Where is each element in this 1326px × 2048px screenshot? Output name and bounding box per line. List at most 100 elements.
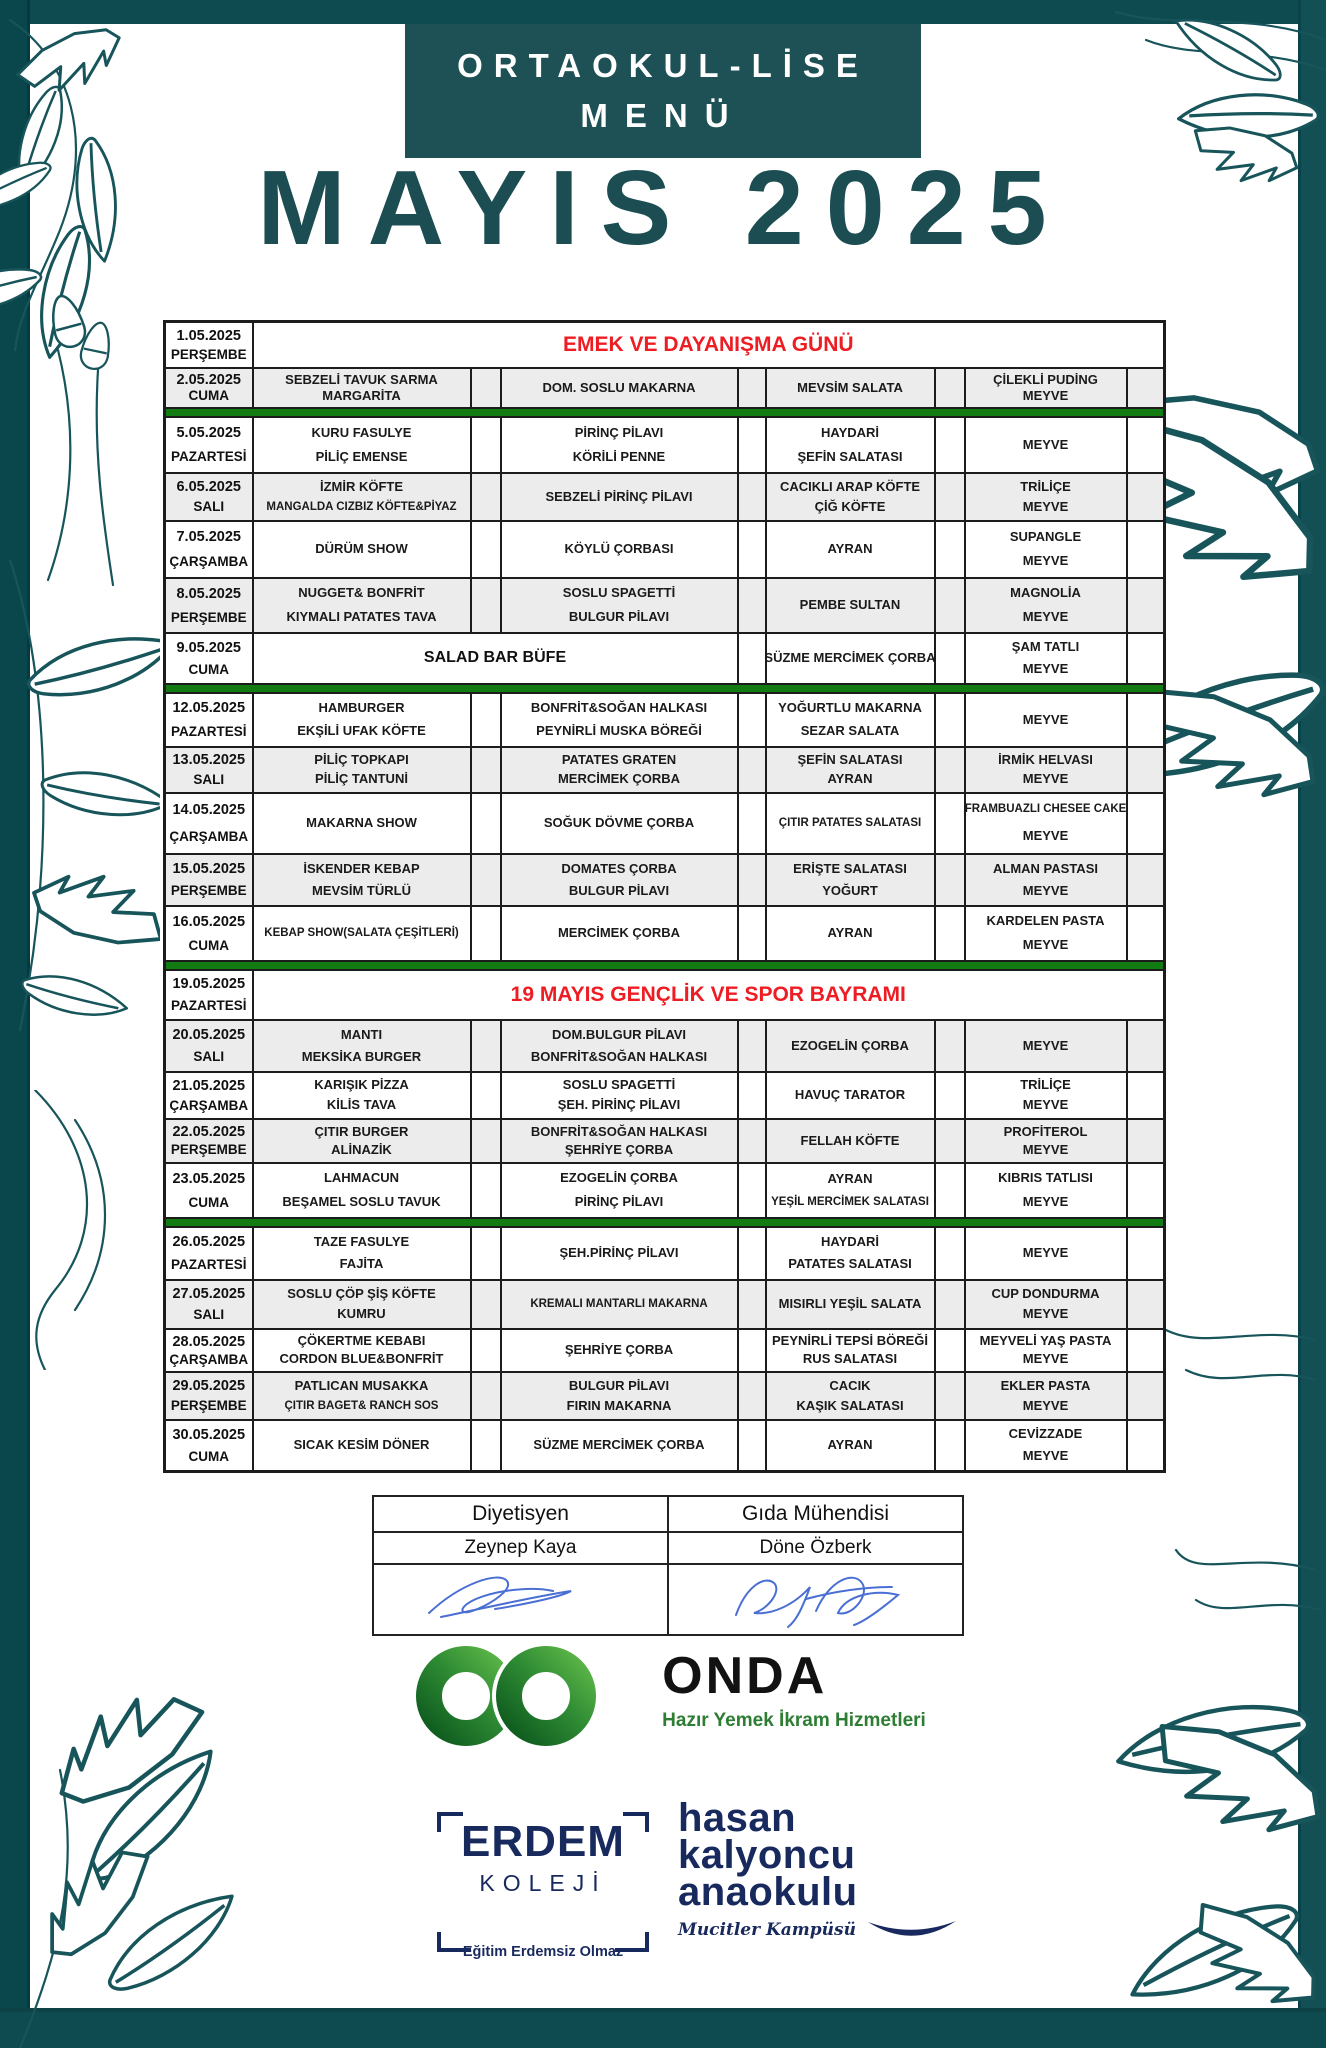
main-dish-cell: KARIŞIK PİZZA KİLİS TAVA [251, 1070, 472, 1120]
salad-cell: MEVSİM SALATA [764, 366, 936, 409]
week-divider-row [163, 959, 1166, 971]
spacer-cell [1125, 1018, 1166, 1073]
dish-line: YEŞİL MERCİMEK SALATASI [771, 1196, 929, 1209]
dish-line: SEBZELİ TAVUK SARMA [285, 371, 438, 387]
side-dish-cell: PATATES GRATEN MERCİMEK ÇORBA [499, 745, 739, 794]
hasan-logo-line1: hasan [678, 1796, 797, 1840]
dish-line: EZOGELİN ÇORBA [560, 1170, 678, 1186]
spacer-cell [1125, 691, 1166, 748]
day-label: PERŞEMBE [170, 1398, 247, 1414]
spacer-cell [933, 1278, 966, 1330]
spacer-cell [736, 1225, 767, 1281]
dish-line: AYRAN [827, 925, 873, 941]
dessert-cell: MEYVE [963, 1018, 1128, 1073]
dish-line: EKLER PASTA [1000, 1377, 1091, 1393]
dish-line: MAGNOLİA [1010, 585, 1081, 601]
date-cell: 19.05.2025 PAZARTESİ [163, 968, 254, 1021]
menu-row: 30.05.2025 CUMA SICAK KESİM DÖNER SÜZME MER… [163, 1418, 1166, 1473]
main-dish-cell: MANTI MEKSİKA BURGER [251, 1018, 472, 1073]
dish-line: DOMATES ÇORBA [561, 860, 677, 876]
date-label: 5.05.2025 [176, 424, 241, 441]
spacer-cell [933, 471, 966, 522]
salad-cell: CACIKLI ARAP KÖFTE ÇİĞ KÖFTE [764, 471, 936, 522]
dish-line: DOM. SOSLU MAKARNA [542, 379, 696, 395]
signature-title-row: Diyetisyen Gıda Mühendisi [372, 1495, 964, 1533]
dish-line: PATLICAN MUSAKKA [294, 1378, 429, 1394]
menu-row: 13.05.2025 SALI PİLİÇ TOPKAPI PİLİÇ TANTUNİ… [163, 745, 1166, 794]
main-dish-cell: ÇITIR BURGER ALİNAZİK [251, 1117, 472, 1164]
menu-row: 26.05.2025 PAZARTESİ TAZE FASULYE FAJİTA ŞEH… [163, 1225, 1166, 1281]
dish-line: LAHMACUN [323, 1170, 400, 1186]
main-dish-cell: İSKENDER KEBAP MEVSİM TÜRLÜ [251, 852, 472, 907]
dish-line: AYRAN [827, 541, 873, 557]
spacer-cell [469, 471, 502, 522]
spacer-cell [933, 1370, 966, 1421]
spacer-cell [1125, 1161, 1166, 1219]
spacer-cell [469, 1070, 502, 1120]
dessert-cell: MEYVELİ YAŞ PASTA MEYVE [963, 1327, 1128, 1373]
erdem-logo-tagline: Eğitim Erdemsiz Olmaz [462, 1944, 624, 1960]
date-cell: 12.05.2025 PAZARTESİ [163, 691, 254, 748]
dish-line: MANGALDA CIZBIZ KÖFTE&PİYAZ [266, 500, 457, 513]
date-cell: 30.05.2025 CUMA [163, 1418, 254, 1473]
spacer-cell [736, 415, 767, 474]
menu-row: 19.05.2025 PAZARTESİ 19 MAYIS GENÇLİK VE S… [163, 968, 1166, 1021]
day-label: PERŞEMBE [170, 1142, 247, 1158]
day-label: CUMA [188, 1194, 230, 1210]
dish-line: KÖRİLİ PENNE [572, 448, 666, 464]
spacer-cell [933, 415, 966, 474]
dish-line: BONFRİT&SOĞAN HALKASI [530, 700, 708, 716]
date-label: 8.05.2025 [176, 585, 241, 602]
dish-line: PEYNİRLİ MUSKA BÖREĞİ [536, 723, 702, 739]
dish-line: ÇÖKERTME KEBABI [297, 1333, 426, 1349]
page-border-top [0, 0, 1326, 24]
spacer-cell [933, 745, 966, 794]
spacer-cell [469, 1117, 502, 1164]
salad-cell: FELLAH KÖFTE [764, 1117, 936, 1164]
dish-line: MEVSİM SALATA [797, 379, 903, 395]
date-label: 2.05.2025 [176, 371, 241, 388]
dish-line: İRMİK HELVASI [998, 752, 1093, 768]
dish-line: MEYVE [1022, 771, 1069, 787]
erdem-logo-sub: KOLEJİ [479, 1870, 607, 1896]
dessert-cell: EKLER PASTA MEYVE [963, 1370, 1128, 1421]
date-cell: 6.05.2025 SALI [163, 471, 254, 522]
dish-line: ALİNAZİK [331, 1141, 392, 1157]
spacer-cell [736, 691, 767, 748]
day-label: SALI [193, 1049, 225, 1065]
date-label: 15.05.2025 [172, 860, 246, 877]
spacer-cell [736, 852, 767, 907]
dish-line: KIBRIS TATLISI [998, 1170, 1093, 1186]
dish-line: KEBAP SHOW(SALATA ÇEŞİTLERİ) [264, 926, 459, 939]
week-divider [163, 406, 1166, 418]
side-dish-cell: BONFRİT&SOĞAN HALKASI PEYNİRLİ MUSKA BÖRE… [499, 691, 739, 748]
erdem-logo-name: ERDEM [461, 1817, 625, 1866]
erdem-bracket-bottom-left [437, 1932, 471, 1952]
dish-line: ÇITIR BAGET& RANCH SOS [284, 1399, 439, 1412]
spacer-cell [469, 415, 502, 474]
spacer-cell [736, 366, 767, 409]
week-divider-row [163, 1216, 1166, 1228]
dessert-cell: MEYVE [963, 1225, 1128, 1281]
menu-row: 14.05.2025 ÇARŞAMBA MAKARNA SHOW SOĞUK DÖVM… [163, 791, 1166, 855]
salad-cell: AYRAN [764, 519, 936, 579]
dessert-cell: ÇİLEKLİ PUDİNG MEYVE [963, 366, 1128, 409]
dish-line: MERCİMEK ÇORBA [557, 771, 681, 787]
salad-bar-cell: SALAD BAR BÜFE [251, 631, 739, 685]
salad-cell: ERİŞTE SALATASI YOĞURT [764, 852, 936, 907]
date-cell: 13.05.2025 SALI [163, 745, 254, 794]
holiday-cell: EMEK VE DAYANIŞMA GÜNÜ [251, 320, 1166, 369]
date-cell: 7.05.2025 ÇARŞAMBA [163, 519, 254, 579]
main-dish-cell: KEBAP SHOW(SALATA ÇEŞİTLERİ) [251, 904, 472, 962]
side-dish-cell: DOMATES ÇORBA BULGUR PİLAVI [499, 852, 739, 907]
dish-line: MAKARNA SHOW [306, 815, 417, 831]
salad-cell: AYRAN YEŞİL MERCİMEK SALATASI [764, 1161, 936, 1219]
onda-logo-text: ONDA Hazır Yemek İkram Hizmetleri [662, 1650, 926, 1732]
dish-line: ŞEFİN SALATASI [797, 752, 903, 768]
dietitian-name: Zeynep Kaya [372, 1531, 669, 1565]
day-label: CUMA [188, 388, 230, 404]
date-cell: 28.05.2025 ÇARŞAMBA [163, 1327, 254, 1373]
spacer-cell [469, 1161, 502, 1219]
dish-line: BULGUR PİLAVI [568, 882, 670, 898]
date-cell: 15.05.2025 PERŞEMBE [163, 852, 254, 907]
